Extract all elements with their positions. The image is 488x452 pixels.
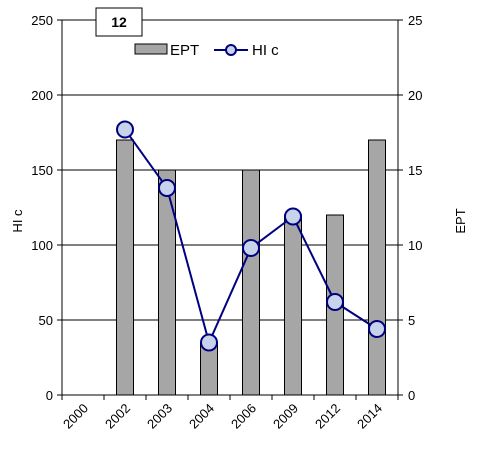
x-tick-label: 2009	[270, 401, 301, 432]
y-tick-label-right: 20	[408, 88, 422, 103]
y-tick-label-right: 10	[408, 238, 422, 253]
point-2006	[242, 239, 260, 257]
y-axis-title-right: EPT	[453, 208, 468, 233]
y-tick-label-left: 150	[31, 163, 53, 178]
line-series	[116, 120, 386, 352]
x-tick-label: 2003	[144, 401, 175, 432]
x-tick-label: 2000	[60, 401, 91, 432]
y-tick-label-right: 25	[408, 13, 422, 28]
legend-line-marker	[225, 44, 237, 56]
x-tick-label: 2012	[312, 401, 343, 432]
bar-2006	[242, 169, 260, 396]
y-tick-label-right: 5	[408, 313, 415, 328]
axes: 0 50 100 150 200 250 0 5 10 15 20 25 2000 2002 2003 200…	[31, 13, 422, 432]
y-tick-label-left: 200	[31, 88, 53, 103]
y-tick-label-left: 250	[31, 13, 53, 28]
x-tick-label: 2014	[354, 401, 385, 432]
bar-2014	[368, 139, 386, 396]
point-2014	[368, 320, 386, 338]
bar-2009	[284, 214, 302, 396]
panel-label-box: 12	[95, 7, 143, 37]
legend-label-ept: EPT	[170, 42, 199, 59]
gridlines	[62, 19, 398, 321]
y-tick-label-left: 0	[46, 388, 53, 403]
legend: EPT HI c	[134, 42, 279, 59]
bar-2002	[116, 139, 134, 396]
point-2012	[326, 293, 344, 311]
y-tick-label-left: 100	[31, 238, 53, 253]
x-tick-label: 2002	[102, 401, 133, 432]
y-tick-label-right: 15	[408, 163, 422, 178]
bar-series	[116, 139, 386, 396]
point-2002	[116, 120, 134, 139]
y-axis-title-left: HI c	[10, 209, 25, 233]
x-tick-label: 2006	[228, 401, 259, 432]
point-2009	[284, 207, 302, 226]
y-tick-label-right: 0	[408, 388, 415, 403]
point-2003	[158, 179, 176, 197]
panel-label: 12	[111, 14, 127, 30]
x-tick-label: 2004	[186, 401, 217, 432]
y-tick-label-left: 50	[39, 313, 53, 328]
legend-label-hi-c: HI c	[252, 42, 279, 59]
legend-bar-swatch	[134, 43, 168, 55]
point-2004	[200, 333, 218, 352]
bar-2003	[158, 169, 176, 396]
